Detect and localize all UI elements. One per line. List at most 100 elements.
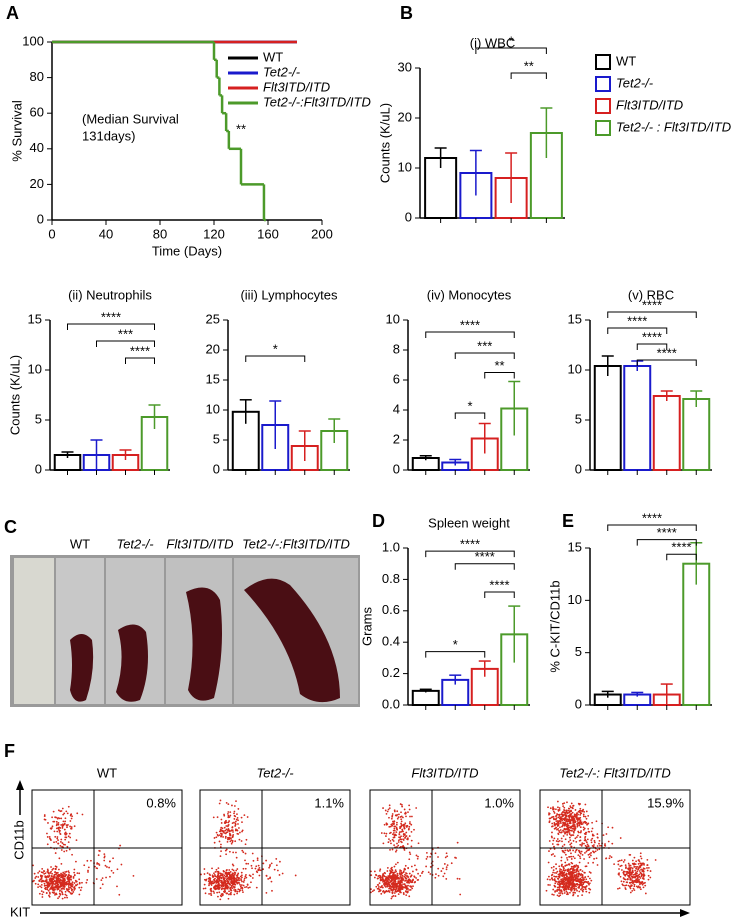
- flow-dot: [242, 867, 245, 870]
- flow-dot: [110, 869, 113, 872]
- flow-dot: [582, 815, 585, 818]
- flow-dot: [245, 885, 248, 888]
- flow-dot: [76, 872, 79, 875]
- flow-dot: [67, 883, 70, 885]
- flow-dot: [404, 812, 406, 815]
- flow-dot: [214, 875, 217, 878]
- flow-dot: [569, 806, 572, 809]
- flow-dot: [68, 832, 71, 835]
- flow-dot: [236, 892, 239, 895]
- flow-dot: [569, 815, 572, 818]
- flow-dot: [386, 867, 389, 869]
- flow-dot: [58, 895, 61, 898]
- flow-dot: [584, 844, 587, 847]
- flow-dot: [579, 807, 582, 810]
- flow-dot: [235, 869, 238, 872]
- flow-dot: [57, 880, 60, 882]
- flow-dot: [378, 874, 381, 877]
- flow-dot: [234, 820, 237, 823]
- flow-dot: [553, 823, 556, 826]
- flow-dot: [68, 890, 71, 893]
- flow-dot: [76, 883, 79, 886]
- flow-dot: [233, 871, 236, 874]
- flow-dot: [257, 864, 260, 867]
- photo-label: Tet2-/-: [116, 536, 154, 551]
- flow-dot: [400, 830, 403, 833]
- flow-dot: [220, 835, 223, 838]
- y-tick-label: 10: [568, 592, 582, 607]
- panel-label: F: [4, 741, 15, 761]
- flow-title: Tet2-/-: Flt3ITD/ITD: [559, 765, 670, 780]
- flow-dot: [545, 889, 548, 892]
- flow-dot: [557, 843, 560, 846]
- flow-dot: [245, 862, 248, 865]
- flow-dot: [573, 866, 576, 868]
- flow-dot: [548, 875, 550, 878]
- flow-dot: [43, 818, 46, 821]
- y-tick-label: 0: [393, 461, 400, 476]
- flow-dot: [559, 880, 562, 883]
- flow-dot: [78, 886, 81, 889]
- flow-dot: [407, 811, 409, 814]
- flow-dot: [226, 869, 228, 871]
- flow-dot: [103, 856, 106, 859]
- flow-dot: [45, 879, 48, 881]
- flow-dot: [403, 883, 406, 885]
- significance-label: ****: [642, 329, 662, 344]
- bar: [411, 689, 440, 706]
- flow-dot: [400, 840, 402, 843]
- flow-dot: [637, 885, 640, 888]
- flow-dot: [630, 875, 633, 878]
- flow-dot: [231, 863, 234, 866]
- flow-dot: [406, 875, 409, 878]
- flow-dot: [591, 837, 594, 840]
- flow-dot: [229, 811, 232, 814]
- flow-dot: [394, 895, 397, 897]
- flow-dot: [411, 870, 414, 873]
- flow-dot: [235, 881, 238, 884]
- flow-dot: [579, 878, 581, 881]
- significance-bracket: [484, 372, 515, 379]
- flow-dot: [405, 894, 408, 896]
- flow-dot: [382, 879, 385, 881]
- flow-dot: [215, 880, 218, 883]
- flow-dot: [399, 880, 402, 883]
- flow-dot: [217, 870, 220, 873]
- flow-dot: [406, 843, 409, 845]
- flow-dot: [213, 872, 215, 875]
- flow-dot: [59, 893, 62, 896]
- flow-dot: [230, 839, 233, 842]
- flow-dot: [227, 877, 229, 880]
- flow-dot: [241, 880, 243, 883]
- significance-label: *: [467, 398, 472, 413]
- chart-title: (i) WBC: [470, 35, 516, 50]
- flow-dot: [573, 876, 576, 879]
- flow-dot: [209, 892, 212, 895]
- flow-dot: [381, 885, 383, 887]
- flow-dot: [382, 842, 385, 845]
- flow-dot: [408, 827, 410, 830]
- flow-dot: [48, 884, 51, 887]
- flow-dot: [43, 873, 46, 875]
- flow-dot: [642, 874, 645, 876]
- flow-dot: [247, 886, 250, 889]
- flow-dot: [402, 816, 404, 819]
- flow-dot: [377, 887, 380, 890]
- flow-dot: [389, 839, 392, 842]
- flow-dot: [559, 816, 562, 819]
- spleen: [244, 578, 340, 703]
- flow-dot: [45, 876, 48, 879]
- flow-dot: [218, 886, 221, 889]
- flow-dot: [586, 843, 589, 846]
- flow-dot: [63, 823, 66, 825]
- flow-dot: [568, 872, 570, 875]
- flow-dot: [43, 814, 46, 816]
- flow-dot: [381, 879, 383, 882]
- flow-dot: [582, 813, 585, 816]
- flow-dot: [237, 872, 240, 875]
- flow-dot: [575, 885, 577, 888]
- flow-dot: [227, 828, 230, 830]
- flow-dot: [566, 809, 568, 812]
- flow-dot: [237, 888, 240, 891]
- flow-dot: [225, 828, 228, 831]
